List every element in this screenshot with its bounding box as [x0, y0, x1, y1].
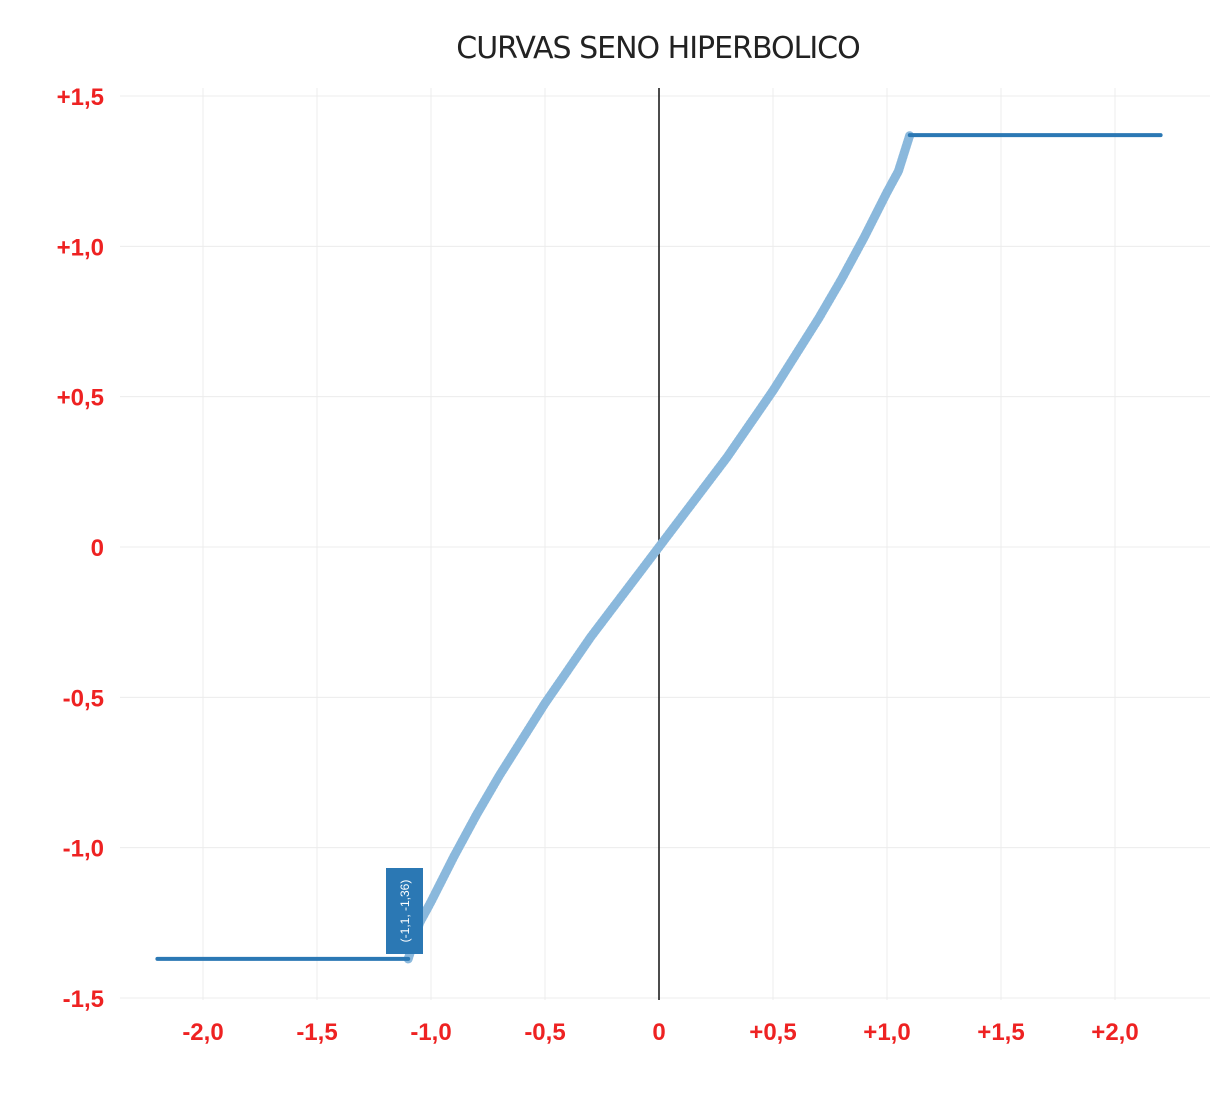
- x-tick-label: +2,0: [1091, 1019, 1138, 1046]
- x-tick-label: +0,5: [749, 1019, 796, 1046]
- y-tick-label: -1,5: [63, 986, 104, 1013]
- y-tick-label: +1,0: [57, 234, 104, 261]
- x-tick-labels: -2,0 -1,5 -1,0 -0,5 0 +0,5 +1,0 +1,5 +2,0: [182, 1019, 1138, 1046]
- data-point-tooltip: (-1,1, -1,36): [386, 868, 423, 954]
- series-layer: [155, 130, 1163, 964]
- x-tick-label: -0,5: [524, 1019, 565, 1046]
- x-tick-label: -1,0: [410, 1019, 451, 1046]
- y-tick-label: +1,5: [57, 84, 104, 111]
- tooltip-label: (-1,1, -1,36): [398, 880, 412, 943]
- x-tick-label: -1,5: [296, 1019, 337, 1046]
- y-tick-labels: -1,5 -1,0 -0,5 0 +0,5 +1,0 +1,5: [57, 84, 104, 1013]
- y-tick-label: -1,0: [63, 836, 104, 863]
- series-curve-line: [403, 130, 915, 964]
- x-tick-label: +1,5: [977, 1019, 1024, 1046]
- y-tick-label: -0,5: [63, 685, 104, 712]
- y-tick-label: +0,5: [57, 385, 104, 412]
- y-tick-label: 0: [91, 535, 104, 562]
- chart-title: CURVAS SENO HIPERBOLICO: [456, 31, 860, 66]
- grid-lines: [120, 88, 1210, 1000]
- x-tick-label: +1,0: [863, 1019, 910, 1046]
- x-tick-label: 0: [652, 1019, 665, 1046]
- x-tick-label: -2,0: [182, 1019, 223, 1046]
